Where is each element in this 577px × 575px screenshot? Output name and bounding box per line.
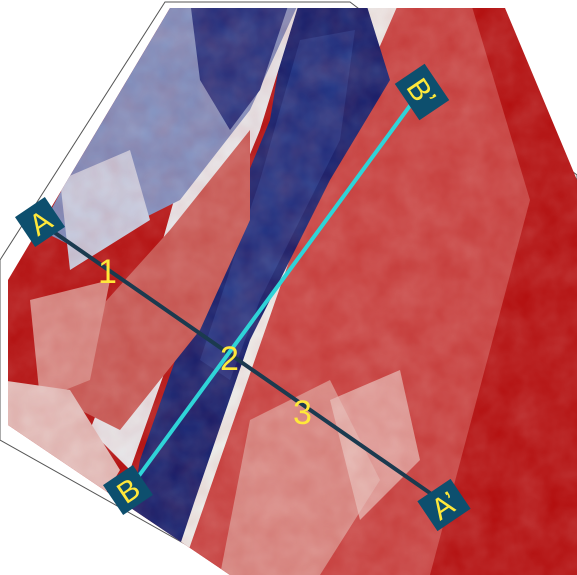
point-label-3: 3 [293, 394, 312, 432]
point-label-1: 1 [98, 253, 117, 291]
profile-line-a [46, 226, 442, 502]
profile-line-b [128, 90, 422, 490]
point-label-2: 2 [220, 340, 239, 378]
